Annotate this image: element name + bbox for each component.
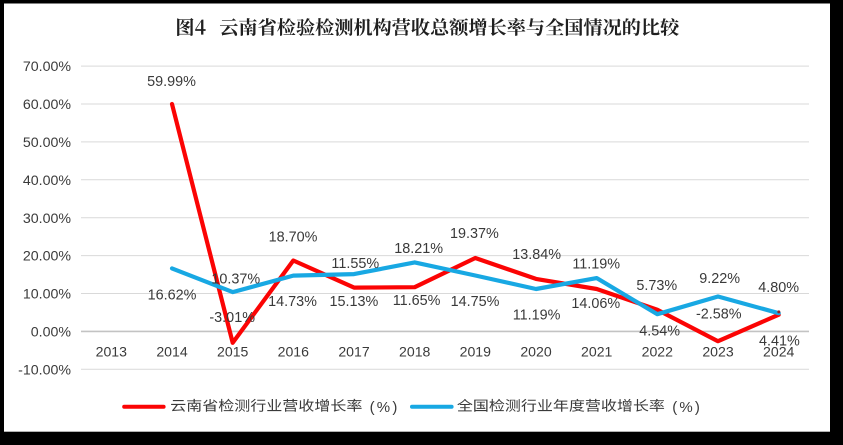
svg-text:2013: 2013 (96, 344, 128, 360)
svg-text:11.55%: 11.55% (331, 256, 379, 272)
svg-text:10.00%: 10.00% (23, 287, 72, 303)
svg-text:4.41%: 4.41% (759, 333, 800, 349)
svg-text:40.00%: 40.00% (23, 173, 72, 189)
svg-text:18.70%: 18.70% (269, 230, 318, 246)
svg-text:-2.58%: -2.58% (696, 307, 742, 323)
svg-text:-3.01%: -3.01% (209, 310, 255, 326)
svg-text:4.80%: 4.80% (758, 280, 799, 296)
svg-text:18.21%: 18.21% (394, 241, 443, 257)
svg-text:5.73%: 5.73% (636, 278, 677, 294)
svg-text:2022: 2022 (642, 344, 674, 360)
svg-text:11.19%: 11.19% (572, 257, 620, 273)
svg-text:14.06%: 14.06% (571, 296, 620, 312)
svg-text:2015: 2015 (217, 344, 249, 360)
svg-text:11.65%: 11.65% (393, 293, 441, 309)
svg-text:4.54%: 4.54% (639, 324, 680, 340)
svg-text:-10.00%: -10.00% (18, 362, 71, 378)
svg-text:(%): (%) (370, 399, 400, 416)
svg-text:30.00%: 30.00% (23, 211, 72, 227)
svg-text:20.00%: 20.00% (23, 249, 72, 265)
svg-text:60.00%: 60.00% (23, 97, 72, 113)
svg-text:10.37%: 10.37% (211, 272, 260, 288)
svg-text:2014: 2014 (156, 344, 188, 360)
svg-text:16.62%: 16.62% (148, 288, 197, 304)
svg-text:59.99%: 59.99% (147, 74, 196, 90)
svg-text:50.00%: 50.00% (23, 135, 72, 151)
svg-text:2016: 2016 (278, 344, 310, 360)
svg-text:2023: 2023 (702, 344, 734, 360)
svg-text:14.75%: 14.75% (451, 294, 500, 310)
svg-text:15.13%: 15.13% (329, 294, 378, 310)
svg-text:2020: 2020 (520, 344, 552, 360)
svg-text:2021: 2021 (581, 344, 613, 360)
svg-text:9.22%: 9.22% (699, 271, 740, 287)
svg-text:70.00%: 70.00% (23, 59, 72, 75)
svg-text:0.00%: 0.00% (31, 325, 72, 341)
svg-text:(%): (%) (672, 399, 702, 416)
svg-text:2019: 2019 (460, 344, 492, 360)
svg-text:2018: 2018 (399, 344, 431, 360)
svg-text:11.19%: 11.19% (513, 308, 561, 324)
svg-text:2024: 2024 (763, 344, 795, 360)
svg-text:14.73%: 14.73% (268, 294, 317, 310)
svg-text:13.84%: 13.84% (512, 247, 561, 263)
svg-text:19.37%: 19.37% (450, 226, 499, 242)
svg-text:2017: 2017 (338, 344, 370, 360)
